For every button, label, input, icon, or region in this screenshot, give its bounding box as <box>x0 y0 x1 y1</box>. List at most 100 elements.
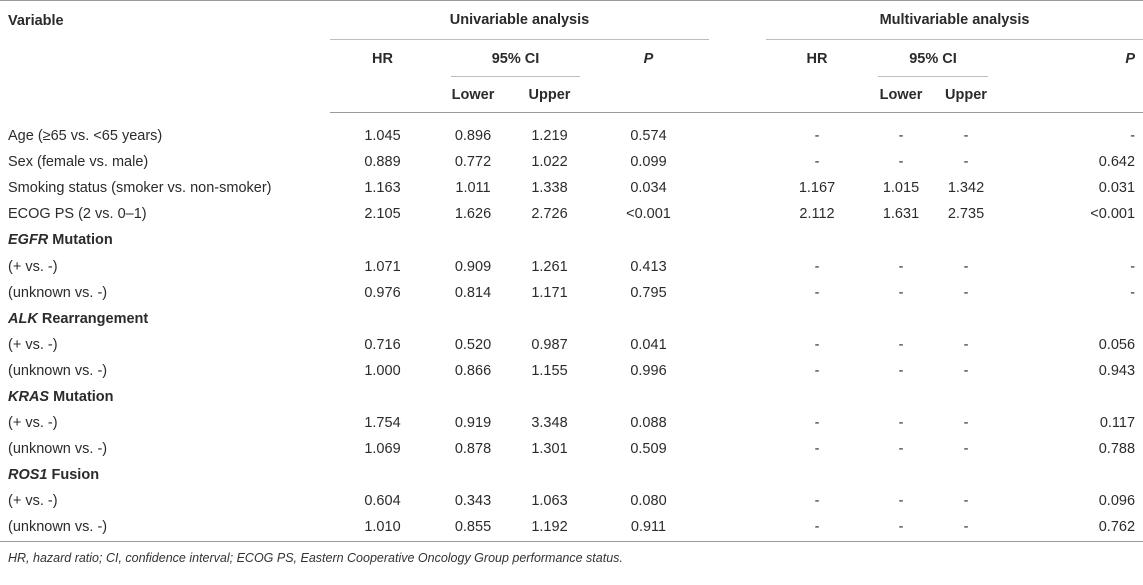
section-row: ALK Rearrangement <box>0 306 1143 332</box>
header-variable: Variable <box>8 13 64 29</box>
header-gap <box>709 1 766 40</box>
cell-m-hr: - <box>814 154 820 171</box>
cell-m-upper: - <box>963 284 969 301</box>
cell-u-lower: 0.772 <box>454 154 492 171</box>
cell-m-upper: - <box>963 362 969 379</box>
cell-m-hr: - <box>766 514 868 542</box>
cell-u-lower: 1.626 <box>454 206 492 223</box>
section-row: KRAS Mutation <box>0 384 1143 410</box>
cell-u-lower: 0.520 <box>454 336 492 353</box>
variable-label: (unknown vs. -) <box>8 284 108 301</box>
variable-label: (+ vs. -) <box>8 493 58 510</box>
table-footnote: HR, hazard ratio; CI, confidence interva… <box>8 550 623 565</box>
cell-u-lower: 0.343 <box>454 493 492 510</box>
cell-m-upper: - <box>963 493 969 510</box>
gene-name: ROS1 <box>8 467 48 484</box>
cell-m-upper: 1.342 <box>947 180 985 197</box>
cell-u-upper: 2.726 <box>531 206 568 223</box>
header-multi-hr: HR <box>766 39 868 78</box>
cell-u-hr: 1.000 <box>364 362 401 379</box>
gene-name: EGFR <box>8 232 49 249</box>
cell-u-p: 0.080 <box>630 493 667 510</box>
section-label: ALK Rearrangement <box>0 306 330 332</box>
cell-u-upper: 1.171 <box>531 284 568 301</box>
cell-u-p: 0.034 <box>630 180 667 197</box>
table-row: (unknown vs. -) 1.010 0.855 1.192 0.911- - -0.… <box>0 514 1143 542</box>
cell-m-lower: - <box>898 336 904 353</box>
header-univariable: Univariable analysis <box>449 12 590 28</box>
results-table-container: Variable Univariable analysis Multivaria… <box>0 0 1143 565</box>
cell-u-lower: 0.919 <box>454 415 492 432</box>
section-label: KRAS Mutation <box>0 384 330 410</box>
cell-u-hr: 1.071 <box>364 258 401 275</box>
variable-label: (+ vs. -) <box>8 258 58 275</box>
table-row: Smoking status (smoker vs. non-smoker) 1.… <box>0 175 1143 201</box>
section-suffix: Rearrangement <box>37 310 149 327</box>
variable-label: (unknown vs. -) <box>8 441 108 458</box>
cell-m-lower: - <box>898 128 904 145</box>
section-label: EGFR Mutation <box>0 227 330 253</box>
cell-m-lower: - <box>898 362 904 379</box>
cell-m-hr: - <box>814 362 820 379</box>
cell-u-upper: 1.192 <box>511 514 588 542</box>
cell-u-lower: 0.855 <box>435 514 511 542</box>
cell-m-upper: - <box>963 258 969 275</box>
cell-m-p: - <box>1130 284 1136 301</box>
section-row: ROS1 Fusion <box>0 462 1143 488</box>
cell-u-lower: 0.909 <box>454 258 492 275</box>
table-row: ECOG PS (2 vs. 0–1) 2.105 1.626 2.726 <0.001… <box>0 201 1143 227</box>
cell-m-upper: - <box>963 336 969 353</box>
cell-m-hr: - <box>814 441 820 458</box>
header-multivariable: Multivariable analysis <box>879 12 1030 28</box>
cell-u-hr: 0.976 <box>364 284 401 301</box>
cell-m-lower: - <box>898 284 904 301</box>
cell-m-hr: 1.167 <box>798 180 836 197</box>
cell-u-upper: 3.348 <box>531 415 568 432</box>
header-multi-upper: Upper <box>934 78 998 113</box>
cell-m-p: 0.117 <box>1099 415 1136 432</box>
cell-m-hr: 2.112 <box>799 206 835 223</box>
cell-m-p: - <box>1130 128 1136 145</box>
cell-u-p: 0.795 <box>630 284 667 301</box>
cell-m-p: 0.056 <box>1098 336 1136 353</box>
cell-u-lower: 0.866 <box>454 362 492 379</box>
header-uni-lower: Lower <box>435 78 511 113</box>
cell-u-p: <0.001 <box>626 206 671 223</box>
cell-u-hr: 1.754 <box>364 415 401 432</box>
variable-label: ECOG PS (2 vs. 0–1) <box>8 206 147 223</box>
cell-u-upper: 0.987 <box>531 336 568 353</box>
header-uni-upper: Upper <box>511 78 588 113</box>
cell-m-upper: - <box>963 154 969 171</box>
cell-u-lower: 0.896 <box>454 128 492 145</box>
section-row: EGFR Mutation <box>0 227 1143 253</box>
cell-u-upper: 1.219 <box>531 128 568 145</box>
header-uni-p: P <box>588 39 709 78</box>
cell-u-upper: 1.155 <box>531 362 568 379</box>
cell-m-p: 0.762 <box>998 514 1143 542</box>
cell-m-hr: - <box>814 336 820 353</box>
cell-m-lower: 1.631 <box>882 206 920 223</box>
cell-u-p: 0.509 <box>630 441 667 458</box>
variable-label: (unknown vs. -) <box>0 514 330 542</box>
table-row: (unknown vs. -) 1.000 0.866 1.155 0.996 - - - 0.… <box>0 358 1143 384</box>
cell-u-upper: 1.261 <box>531 258 568 275</box>
cell-u-p: 0.574 <box>630 128 667 145</box>
cell-u-hr: 0.604 <box>364 493 401 510</box>
table-row: (unknown vs. -) 1.069 0.878 1.301 0.509 - - - 0.… <box>0 436 1143 462</box>
variable-label: Age (≥65 vs. <65 years) <box>8 128 163 145</box>
cell-m-lower: - <box>898 258 904 275</box>
cell-u-upper: 1.338 <box>531 180 568 197</box>
cell-u-upper: 1.022 <box>531 154 568 171</box>
cell-m-p: 0.031 <box>1098 180 1136 197</box>
section-label: ROS1 Fusion <box>0 462 330 488</box>
cell-m-hr: - <box>814 258 820 275</box>
cell-u-lower: 0.878 <box>454 441 492 458</box>
cell-u-hr: 1.069 <box>364 441 401 458</box>
cell-u-p: 0.996 <box>630 362 667 379</box>
header-multi-lower: Lower <box>868 78 934 113</box>
header-uni-ci: 95% CI <box>435 39 588 78</box>
hazard-ratio-table: Variable Univariable analysis Multivaria… <box>0 0 1143 542</box>
variable-label: (+ vs. -) <box>8 415 58 432</box>
cell-m-upper: - <box>963 415 969 432</box>
variable-label: Sex (female vs. male) <box>8 154 149 171</box>
